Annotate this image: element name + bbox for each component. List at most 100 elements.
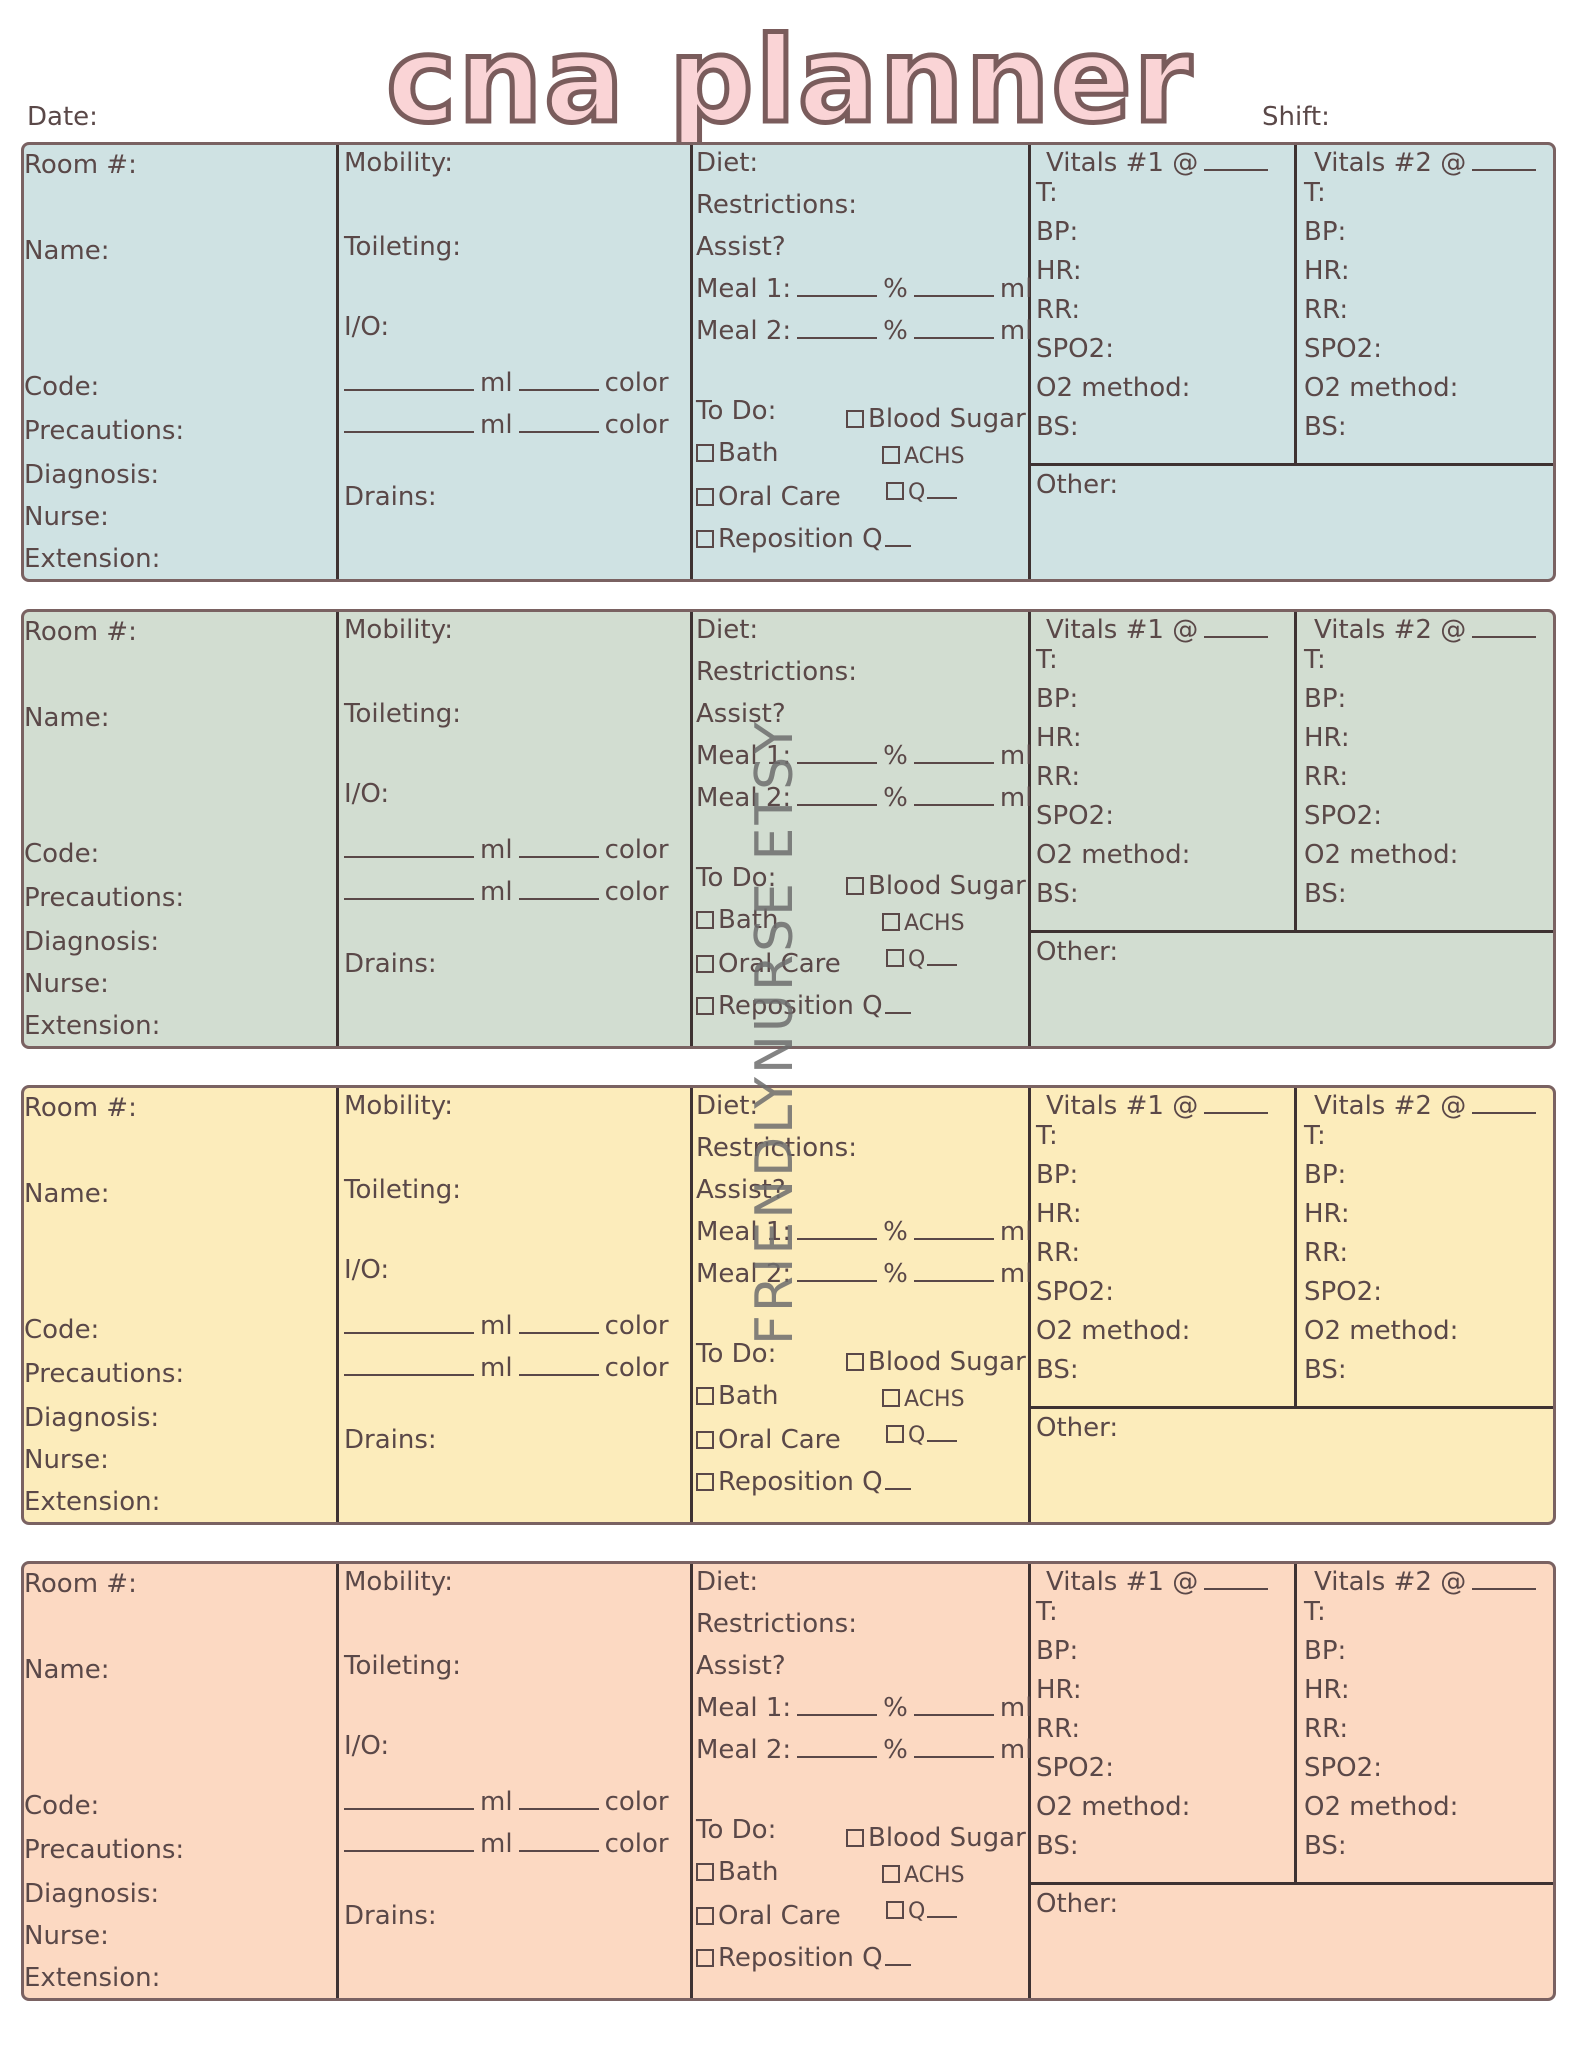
oral-care-checkbox[interactable]: Oral Care	[696, 948, 841, 980]
vitals1-item-label: BS:	[1036, 879, 1079, 909]
checkbox[interactable]	[886, 1425, 904, 1443]
patient-field-label: Name:	[24, 703, 110, 733]
vitals1-item-label: SPO2:	[1036, 1753, 1114, 1783]
reposition-checkbox-label: Reposition Q	[718, 1467, 883, 1497]
column-divider	[1294, 1088, 1297, 1408]
achs-checkbox-label: ACHS	[904, 1863, 965, 1888]
oral-care-checkbox-label: Oral Care	[718, 1901, 841, 1931]
checkbox[interactable]	[696, 1907, 714, 1925]
assist-label: Assist?	[696, 699, 786, 729]
checkbox[interactable]	[882, 1389, 900, 1407]
vitals1-item-label: SPO2:	[1036, 801, 1114, 831]
percent-label: %	[883, 1735, 908, 1765]
vitals2-item-label: BP:	[1304, 1636, 1347, 1666]
ml-label: ml	[480, 1787, 513, 1817]
checkbox[interactable]	[846, 1353, 864, 1371]
patient-field-label: Room #:	[24, 1569, 137, 1599]
reposition-checkbox[interactable]: Reposition Q	[696, 523, 917, 555]
vitals2-item-label: O2 method:	[1304, 840, 1459, 870]
vitals2-item-label: BS:	[1304, 412, 1347, 442]
restrictions-label: Restrictions:	[696, 190, 857, 220]
checkbox[interactable]	[696, 488, 714, 506]
reposition-checkbox-label: Reposition Q	[718, 1943, 883, 1973]
checkbox[interactable]	[696, 1949, 714, 1967]
achs-checkbox[interactable]: ACHS	[882, 908, 965, 940]
ml-label: ml	[480, 410, 513, 440]
mobility-label: Mobility:	[344, 1567, 453, 1597]
meal1-label: Meal 1:	[696, 274, 792, 304]
checkbox[interactable]	[846, 1829, 864, 1847]
q-checkbox[interactable]: Q	[886, 475, 963, 509]
blood-sugar-checkbox[interactable]: Blood Sugar	[846, 1346, 1026, 1378]
vitals2-item-label: RR:	[1304, 1238, 1349, 1268]
vitals1-item-label: O2 method:	[1036, 1316, 1191, 1346]
checkbox[interactable]	[696, 1431, 714, 1449]
todo-label: To Do:	[696, 1339, 777, 1369]
oral-care-checkbox[interactable]: Oral Care	[696, 1424, 841, 1456]
achs-checkbox[interactable]: ACHS	[882, 1860, 965, 1892]
toileting-label: Toileting:	[344, 232, 461, 262]
reposition-checkbox[interactable]: Reposition Q	[696, 1466, 917, 1498]
blood-sugar-checkbox[interactable]: Blood Sugar	[846, 1822, 1026, 1854]
reposition-checkbox[interactable]: Reposition Q	[696, 1942, 917, 1974]
meal2-row: Meal 2:% ml	[696, 782, 1032, 814]
blood-sugar-checkbox[interactable]: Blood Sugar	[846, 870, 1026, 902]
other-label: Other:	[1036, 937, 1119, 967]
checkbox[interactable]	[696, 911, 714, 929]
checkbox[interactable]	[696, 1387, 714, 1405]
vitals2-item-label: BP:	[1304, 1160, 1347, 1190]
vitals1-item-label: T:	[1036, 1597, 1058, 1627]
vitals2-item-label: SPO2:	[1304, 1753, 1382, 1783]
oral-care-checkbox[interactable]: Oral Care	[696, 1900, 841, 1932]
meal1-label: Meal 1:	[696, 741, 792, 771]
checkbox[interactable]	[846, 877, 864, 895]
reposition-checkbox[interactable]: Reposition Q	[696, 990, 917, 1022]
io-row: ml color	[344, 1786, 669, 1818]
checkbox[interactable]	[696, 955, 714, 973]
vitals1-item-label: BP:	[1036, 684, 1079, 714]
checkbox[interactable]	[882, 913, 900, 931]
vitals1-item-label: BP:	[1036, 217, 1079, 247]
achs-checkbox[interactable]: ACHS	[882, 441, 965, 473]
checkbox[interactable]	[882, 446, 900, 464]
checkbox[interactable]	[886, 482, 904, 500]
assist-label: Assist?	[696, 1651, 786, 1681]
vitals2-header: Vitals #2 @	[1314, 1090, 1542, 1122]
checkbox[interactable]	[886, 1901, 904, 1919]
checkbox[interactable]	[696, 1863, 714, 1881]
checkbox[interactable]	[696, 1473, 714, 1491]
bath-checkbox[interactable]: Bath	[696, 437, 778, 469]
io-row: ml color	[344, 834, 669, 866]
oral-care-checkbox-label: Oral Care	[718, 1425, 841, 1455]
io-row: ml color	[344, 876, 669, 908]
bath-checkbox[interactable]: Bath	[696, 904, 778, 936]
vitals1-item-label: O2 method:	[1036, 840, 1191, 870]
checkbox[interactable]	[882, 1865, 900, 1883]
diet-label: Diet:	[696, 148, 759, 178]
patient-field-label: Diagnosis:	[24, 927, 160, 957]
checkbox[interactable]	[696, 444, 714, 462]
q-checkbox[interactable]: Q	[886, 942, 963, 976]
io-row: ml color	[344, 1310, 669, 1342]
bath-checkbox[interactable]: Bath	[696, 1856, 778, 1888]
oral-care-checkbox[interactable]: Oral Care	[696, 481, 841, 513]
ml-label: ml	[480, 1353, 513, 1383]
checkbox[interactable]	[846, 410, 864, 428]
patient-field-label: Extension:	[24, 1487, 161, 1517]
vitals2-item-label: RR:	[1304, 1714, 1349, 1744]
q-checkbox-label: Q	[908, 480, 926, 505]
checkbox[interactable]	[696, 530, 714, 548]
checkbox[interactable]	[886, 949, 904, 967]
patient-field-label: Code:	[24, 839, 100, 869]
achs-checkbox[interactable]: ACHS	[882, 1384, 965, 1416]
q-checkbox[interactable]: Q	[886, 1894, 963, 1928]
vitals-divider	[1028, 463, 1553, 466]
column-divider	[690, 1088, 693, 1522]
blood-sugar-checkbox[interactable]: Blood Sugar	[846, 403, 1026, 435]
q-checkbox[interactable]: Q	[886, 1418, 963, 1452]
checkbox[interactable]	[696, 997, 714, 1015]
vitals1-item-label: BP:	[1036, 1160, 1079, 1190]
bath-checkbox[interactable]: Bath	[696, 1380, 778, 1412]
vitals1-label: Vitals #1 @	[1046, 1567, 1199, 1597]
vitals2-item-label: BP:	[1304, 684, 1347, 714]
